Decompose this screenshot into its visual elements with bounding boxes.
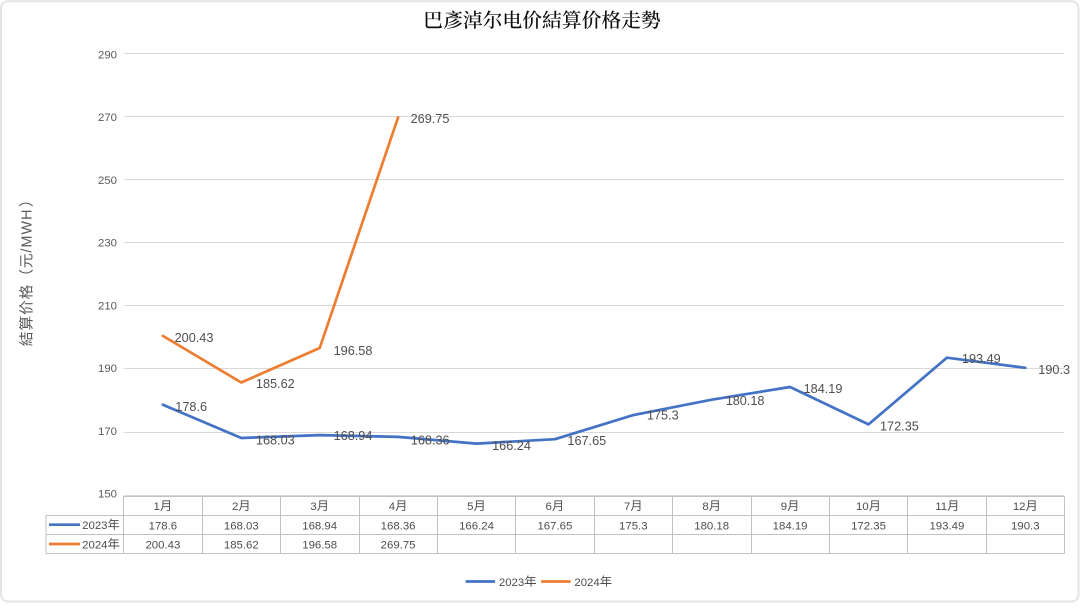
svg-text:175.3: 175.3 (647, 409, 679, 423)
svg-text:290: 290 (98, 50, 117, 62)
svg-text:180.18: 180.18 (694, 520, 729, 532)
svg-text:6: 6 (546, 501, 552, 513)
svg-text:2023: 2023 (499, 577, 524, 589)
svg-text:184.19: 184.19 (804, 382, 843, 396)
svg-text:269.75: 269.75 (411, 112, 450, 126)
svg-text:185.62: 185.62 (224, 540, 259, 552)
svg-text:166.24: 166.24 (459, 520, 494, 532)
svg-text:196.58: 196.58 (334, 344, 373, 358)
svg-text:8: 8 (702, 501, 708, 513)
svg-text:168.36: 168.36 (381, 520, 416, 532)
svg-text:190.3: 190.3 (1038, 363, 1070, 377)
svg-text:210: 210 (98, 300, 117, 312)
svg-text:178.6: 178.6 (149, 520, 178, 532)
svg-text:175.3: 175.3 (619, 520, 648, 532)
svg-text:4: 4 (389, 501, 395, 513)
svg-text:168.03: 168.03 (256, 433, 295, 447)
svg-text:167.65: 167.65 (567, 434, 606, 448)
svg-text:200.43: 200.43 (175, 331, 214, 345)
svg-text:250: 250 (98, 175, 117, 187)
svg-text:166.24: 166.24 (492, 439, 531, 453)
svg-text:172.35: 172.35 (851, 520, 886, 532)
svg-text:2024: 2024 (574, 577, 599, 589)
svg-text:168.94: 168.94 (302, 520, 337, 532)
svg-text:7: 7 (624, 501, 630, 513)
svg-text:168.36: 168.36 (411, 433, 450, 447)
svg-text:270: 270 (98, 112, 117, 124)
svg-text:172.35: 172.35 (880, 419, 919, 433)
svg-text:2: 2 (232, 501, 238, 513)
svg-text:180.18: 180.18 (726, 394, 765, 408)
svg-text:196.58: 196.58 (302, 540, 337, 552)
svg-text:2024: 2024 (82, 539, 107, 551)
svg-text:9: 9 (781, 501, 787, 513)
svg-text:190: 190 (98, 363, 117, 375)
svg-text:168.94: 168.94 (334, 429, 373, 443)
svg-text:178.6: 178.6 (175, 400, 207, 414)
svg-text:184.19: 184.19 (773, 520, 808, 532)
svg-text:3: 3 (310, 501, 316, 513)
svg-text:200.43: 200.43 (145, 540, 180, 552)
svg-text:193.49: 193.49 (929, 520, 964, 532)
svg-text:12: 12 (1013, 501, 1026, 513)
svg-text:185.62: 185.62 (256, 377, 295, 391)
svg-text:150: 150 (98, 489, 117, 501)
svg-text:170: 170 (98, 426, 117, 438)
svg-text:10: 10 (856, 501, 869, 513)
svg-text:168.03: 168.03 (224, 520, 259, 532)
svg-text:269.75: 269.75 (381, 540, 416, 552)
svg-text:/MWH: /MWH (20, 208, 36, 252)
svg-text:190.3: 190.3 (1011, 520, 1040, 532)
svg-text:1: 1 (154, 501, 160, 513)
svg-text:193.49: 193.49 (962, 352, 1001, 366)
svg-text:2023: 2023 (82, 520, 107, 532)
svg-text:230: 230 (98, 238, 117, 250)
svg-text:167.65: 167.65 (537, 520, 572, 532)
svg-text:5: 5 (467, 501, 473, 513)
svg-text:11: 11 (935, 501, 947, 513)
